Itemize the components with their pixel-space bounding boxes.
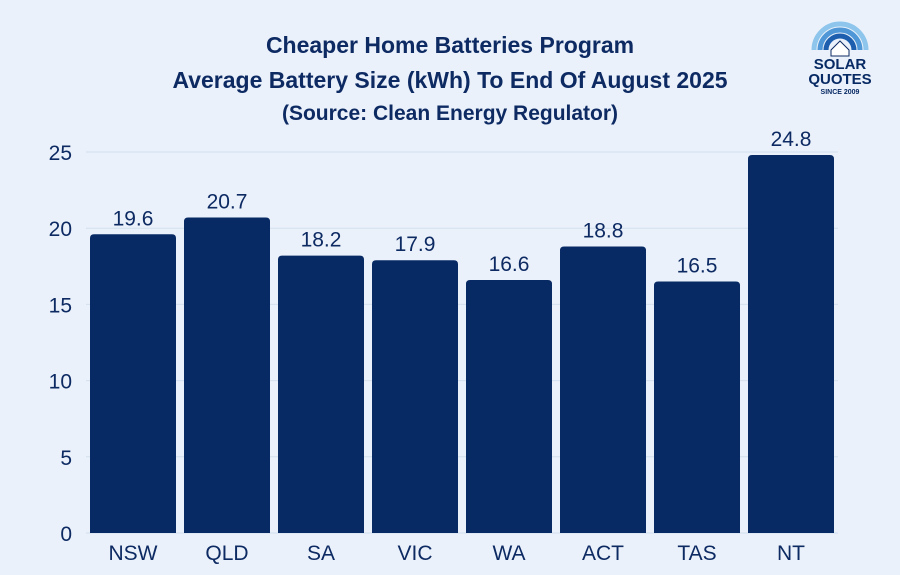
solarquotes-logo: SOLAR QUOTES SINCE 2009 bbox=[806, 20, 874, 98]
y-tick-label: 20 bbox=[49, 218, 72, 241]
logo-tagline: SINCE 2009 bbox=[821, 89, 860, 96]
y-tick-label: 5 bbox=[60, 447, 72, 470]
logo-line-2: QUOTES bbox=[808, 71, 871, 88]
x-axis: NSW QLD SA VIC WA ACT TAS NT bbox=[109, 542, 806, 565]
chart-title-line-1: Cheaper Home Batteries Program bbox=[265, 32, 635, 58]
bar-wa bbox=[466, 280, 552, 533]
x-tick-label-qld: QLD bbox=[205, 542, 248, 565]
y-axis: 0 5 10 15 20 25 bbox=[49, 142, 72, 546]
chart-subtitle: (Source: Clean Energy Regulator) bbox=[281, 102, 619, 125]
y-tick-label: 25 bbox=[49, 142, 72, 165]
value-label-tas: 16.5 bbox=[677, 255, 718, 278]
y-tick-label: 15 bbox=[49, 294, 72, 317]
value-label-nsw: 19.6 bbox=[113, 207, 154, 230]
value-label-qld: 20.7 bbox=[207, 191, 248, 214]
x-tick-label-nt: NT bbox=[777, 542, 805, 565]
x-tick-label-sa: SA bbox=[307, 542, 335, 565]
chart-title-line-2: Average Battery Size (kWh) To End Of Aug… bbox=[172, 67, 728, 93]
house-sun-logo-icon: SOLAR QUOTES SINCE 2009 bbox=[808, 21, 872, 96]
bar-nsw bbox=[90, 234, 176, 533]
y-tick-label: 0 bbox=[60, 523, 72, 546]
chart-title: Cheaper Home Batteries Program Average B… bbox=[0, 28, 900, 130]
bar-qld bbox=[184, 217, 270, 534]
value-labels: 19.6 20.7 18.2 17.9 16.6 18.8 16.5 24.8 bbox=[113, 128, 812, 277]
bar-act bbox=[560, 246, 646, 533]
x-tick-label-wa: WA bbox=[492, 542, 525, 565]
value-label-wa: 16.6 bbox=[489, 253, 530, 276]
x-tick-label-tas: TAS bbox=[677, 542, 716, 565]
y-tick-label: 10 bbox=[49, 371, 72, 394]
value-label-nt: 24.8 bbox=[771, 128, 812, 151]
x-tick-label-vic: VIC bbox=[397, 542, 432, 565]
bar-nt bbox=[748, 155, 834, 533]
x-tick-label-act: ACT bbox=[582, 542, 624, 565]
bar-vic bbox=[372, 260, 458, 533]
x-tick-label-nsw: NSW bbox=[109, 542, 158, 565]
logo-line-1: SOLAR bbox=[814, 56, 867, 73]
bar-tas bbox=[654, 281, 740, 533]
value-label-sa: 18.2 bbox=[301, 229, 342, 252]
value-label-vic: 17.9 bbox=[395, 233, 436, 256]
bar-sa bbox=[278, 255, 364, 533]
value-label-act: 18.8 bbox=[583, 219, 624, 242]
bars bbox=[90, 155, 834, 534]
